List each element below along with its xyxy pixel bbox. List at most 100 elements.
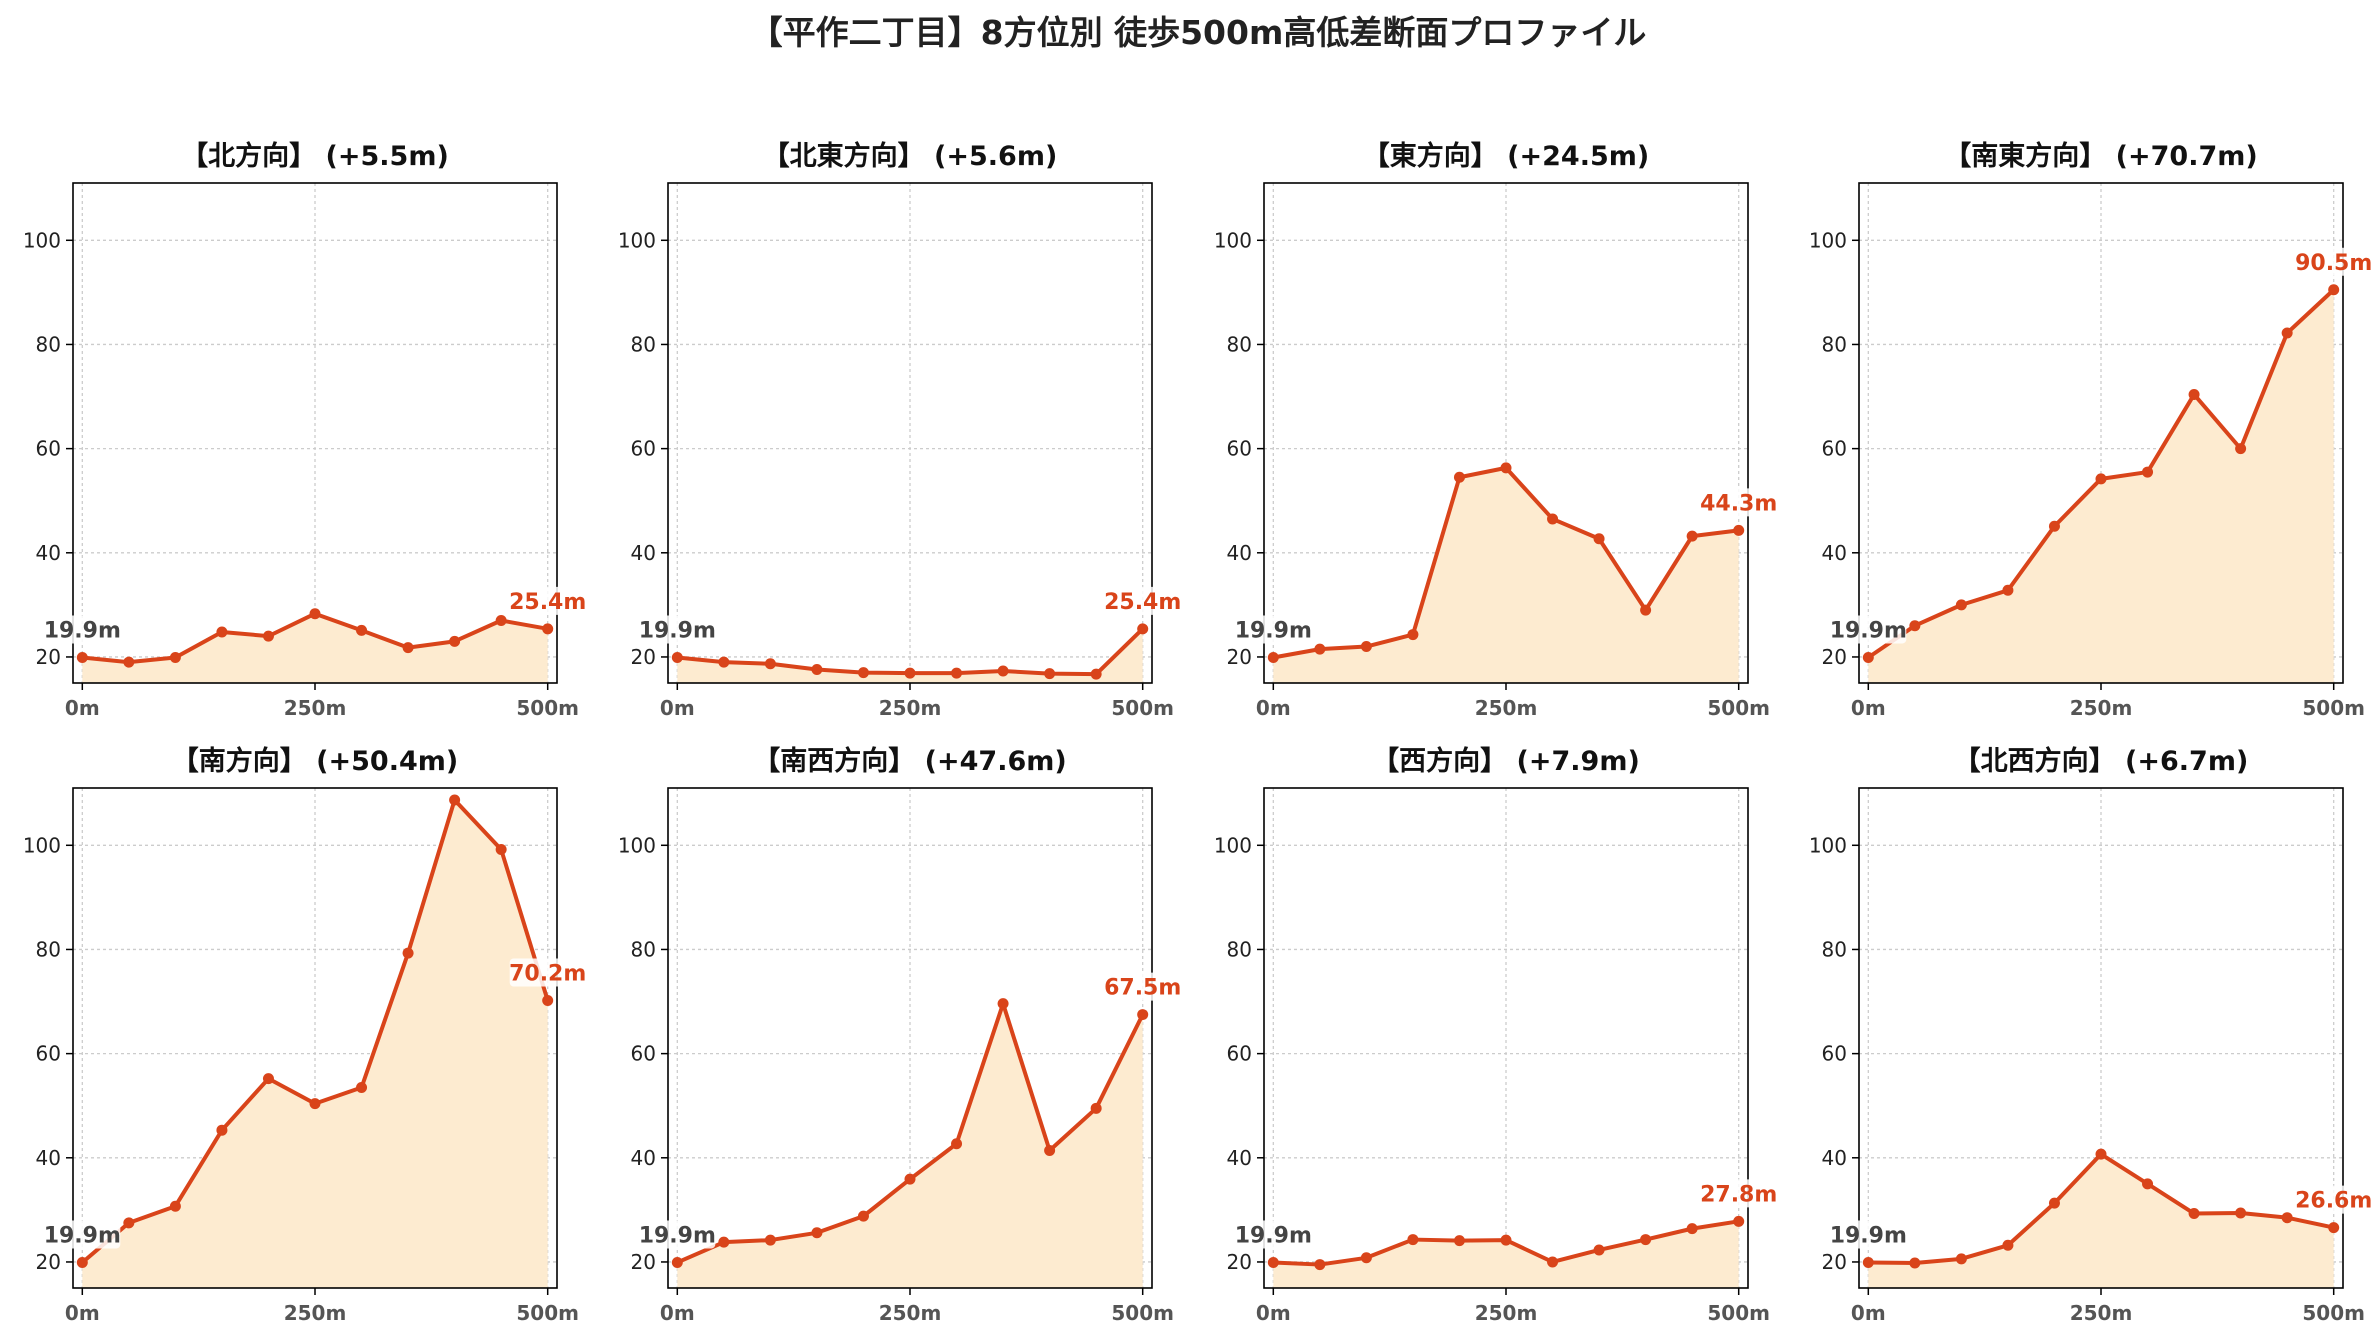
x-tick-label: 500m [1111,1301,1174,1325]
y-tick-label: 60 [1227,437,1252,461]
end-label-box [1700,488,1777,517]
data-point [671,1256,683,1268]
x-tick-label: 0m [1851,696,1886,720]
area-fill [1273,1221,1739,1288]
end-elevation-label: 26.6m [2295,1189,2372,1214]
data-point [542,995,554,1006]
start-elevation-label: 19.9m [1235,1223,1312,1248]
x-tick-label: 0m [660,696,695,720]
end-elevation-label: 25.4m [1104,590,1181,615]
y-tick-label: 20 [1822,1250,1847,1274]
x-tick-label: 500m [516,696,579,720]
data-point [1500,1234,1512,1246]
y-tick-label: 100 [1809,228,1847,252]
x-tick-label: 500m [516,1301,579,1325]
data-point [1862,1256,1874,1268]
y-tick-label: 80 [36,332,61,356]
data-point [1314,1259,1326,1271]
data-point [904,1173,916,1185]
data-point [2002,584,2014,596]
data-point [2281,327,2293,339]
data-point [402,947,414,959]
end-elevation-label: 67.5m [1104,976,1181,1001]
data-point [262,630,274,642]
chart-panel: 【南東方向】 (+70.7m) 20 40 60 80 100 0m 250m 500m 19.9… [1809,140,2372,720]
data-point [2142,1178,2154,1190]
chart-title: 【西方向】 (+7.9m) [1372,745,1640,777]
chart-panel: 【南西方向】 (+47.6m) 20 40 60 80 100 0m 250m 500m 19.9… [618,745,1181,1325]
y-tick-label: 80 [1822,332,1847,356]
y-tick-label: 60 [1822,1042,1847,1066]
y-tick-label: 20 [1822,645,1847,669]
data-point [123,656,135,668]
data-point [1453,1235,1465,1247]
y-tick-label: 100 [1809,833,1847,857]
end-label-box [2295,247,2372,276]
data-point [495,843,507,855]
data-point [495,615,507,626]
x-tick-label: 0m [1851,1301,1886,1325]
data-point [951,667,963,679]
data-point [169,651,181,663]
x-tick-label: 250m [879,696,942,720]
y-tick-label: 40 [36,541,61,565]
chart-title: 【南西方向】 (+47.6m) [753,745,1066,777]
data-point [718,656,730,668]
chart-title: 【北方向】 (+5.5m) [181,140,449,172]
start-label-box [1235,615,1312,644]
chart-title: 【東方向】 (+24.5m) [1363,140,1649,172]
data-point [857,1210,869,1222]
x-tick-label: 250m [1475,696,1538,720]
data-point [764,1234,776,1246]
end-label-box [509,586,586,615]
end-elevation-label: 44.3m [1700,491,1777,516]
end-elevation-label: 27.8m [1700,1182,1777,1207]
data-point [1547,1256,1559,1268]
data-point [1909,620,1921,632]
data-point [2328,1222,2340,1234]
data-point [951,1138,963,1150]
start-elevation-label: 19.9m [1235,618,1312,643]
data-point [2095,473,2107,485]
data-point [216,626,228,638]
data-point [356,624,368,636]
x-tick-label: 250m [284,1301,347,1325]
end-elevation-label: 90.5m [2295,251,2372,276]
data-point [216,1124,228,1136]
data-point [449,794,461,806]
y-tick-label: 20 [1227,645,1252,669]
y-tick-label: 100 [23,833,61,857]
area-fill [82,799,548,1288]
y-tick-label: 20 [36,1250,61,1274]
start-elevation-label: 19.9m [1830,1223,1907,1248]
data-point [1137,623,1149,635]
y-tick-label: 40 [1822,1146,1847,1170]
start-elevation-label: 19.9m [1830,618,1907,643]
data-point [1314,643,1326,655]
data-point [1453,471,1465,483]
chart-title: 【南方向】 (+50.4m) [172,745,458,777]
start-label-box [639,1220,716,1249]
chart-panel: 【東方向】 (+24.5m) 20 40 60 80 100 0m 250m 500m 19.9m… [1214,140,1777,720]
x-tick-label: 250m [2070,1301,2133,1325]
y-tick-label: 80 [1822,937,1847,961]
start-label-box [44,615,121,644]
y-tick-label: 80 [1227,332,1252,356]
area-fill [1273,467,1739,683]
y-tick-label: 40 [36,1146,61,1170]
chart-panel: 【西方向】 (+7.9m) 20 40 60 80 100 0m 250m 500m 19.9m 2… [1214,745,1777,1325]
chart-panel: 【南方向】 (+50.4m) 20 40 60 80 100 0m 250m 500m 19.9m… [23,745,586,1325]
data-point [542,623,554,635]
y-tick-label: 60 [36,1042,61,1066]
end-label-box [1104,586,1181,615]
data-point [2002,1239,2014,1251]
data-point [262,1073,274,1085]
data-point [1686,1223,1698,1235]
x-tick-label: 500m [1111,696,1174,720]
data-point [76,1256,88,1268]
y-tick-label: 40 [631,541,656,565]
data-point [1360,641,1372,653]
end-label-box [2295,1185,2372,1214]
x-tick-label: 250m [284,696,347,720]
